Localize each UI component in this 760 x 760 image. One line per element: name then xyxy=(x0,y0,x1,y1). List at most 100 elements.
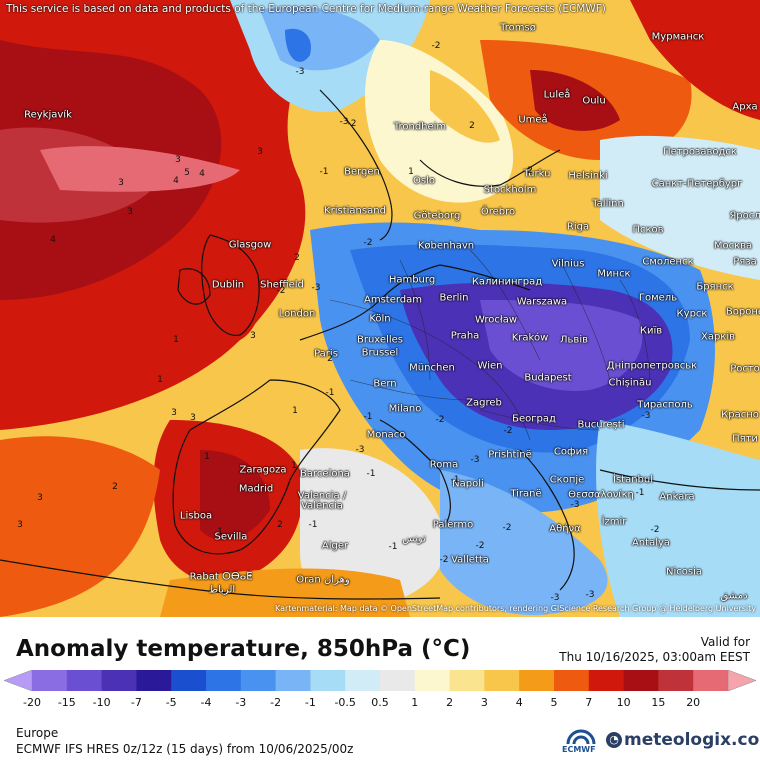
contour-value: 2 xyxy=(277,520,283,530)
city-label: Umeå xyxy=(518,115,547,126)
city-name: München xyxy=(409,362,455,374)
contour-value: 5 xyxy=(184,168,190,178)
city-label: Palermo xyxy=(433,520,473,531)
city-name: Reykjavík xyxy=(24,109,72,121)
temperature-anomaly-map[interactable]: This service is based on data and produc… xyxy=(0,0,760,617)
contour-value: -2 xyxy=(435,415,445,425)
legend-tick: -7 xyxy=(130,696,142,709)
city-label: Roma xyxy=(430,460,459,471)
chart-title: Anomaly temperature, 850hPa (°C) xyxy=(16,636,471,662)
city-name: Monaco xyxy=(366,429,406,441)
legend-swatch xyxy=(32,670,68,691)
city-name: Tromsø xyxy=(500,22,536,34)
contour-value: 3 xyxy=(127,207,133,217)
legend-swatch xyxy=(345,670,381,691)
legend-swatch xyxy=(171,670,207,691)
contour-value: 1 xyxy=(291,461,297,471)
city-label: București xyxy=(578,420,625,431)
contour-value: 3 xyxy=(250,331,256,341)
city-name: Курск xyxy=(676,308,708,320)
legend-swatch xyxy=(275,670,311,691)
ecmwf-disclaimer: This service is based on data and produc… xyxy=(6,3,606,15)
city-name: Dublin xyxy=(211,279,245,291)
city-label: Пяти xyxy=(732,434,758,445)
city-label: València xyxy=(301,501,343,512)
city-name: Ряза xyxy=(733,256,757,268)
meteologix-brand[interactable]: ◔meteologix.com xyxy=(606,730,760,750)
city-name: Львів xyxy=(560,334,588,346)
contour-value: -3 xyxy=(641,411,651,421)
legend-swatch xyxy=(66,670,103,691)
contour-value: -3 xyxy=(295,67,305,77)
legend-tick: -0.5 xyxy=(334,696,356,709)
city-name: Hamburg xyxy=(388,274,436,286)
legend-swatch xyxy=(727,670,756,691)
city-name: Riga xyxy=(566,221,590,233)
contour-value: 1 xyxy=(408,167,414,177)
city-label: Turku xyxy=(524,169,551,180)
model-run-label: ECMWF IFS HRES 0z/12z (15 days) from 10/… xyxy=(16,742,354,756)
city-label: Смоленск xyxy=(642,257,693,268)
city-label: Tiranë xyxy=(510,489,541,500)
city-name: Калининград xyxy=(471,276,543,288)
city-label: Вороне xyxy=(726,307,760,318)
city-name: Berlin xyxy=(439,292,469,304)
city-label: Tromsø xyxy=(500,23,536,34)
city-label: Ankara xyxy=(659,492,694,503)
city-name: Петрозаводск xyxy=(663,146,737,158)
city-label: Zaragoza xyxy=(239,465,286,476)
city-label: Köln xyxy=(369,314,390,325)
map-canvas xyxy=(0,0,760,617)
legend-tick: 1 xyxy=(411,696,419,709)
legend-tick: 15 xyxy=(651,696,666,709)
contour-value: 2 xyxy=(294,253,300,263)
city-label: Reykjavík xyxy=(24,110,72,121)
city-label: Дніпропетровськ xyxy=(607,361,697,372)
city-name: Яросл xyxy=(729,210,760,222)
city-label: Kraków xyxy=(512,333,549,344)
city-name: Warszawa xyxy=(516,296,568,308)
legend-tick: 2 xyxy=(446,696,454,709)
city-label: Budapest xyxy=(524,373,571,384)
city-name: Дніпропетровськ xyxy=(606,360,698,372)
city-label: Гомель xyxy=(639,293,677,304)
city-name: Kraków xyxy=(511,332,549,344)
city-name: Turku xyxy=(523,168,551,180)
contour-value: -2 xyxy=(650,525,660,535)
legend-tick: 4 xyxy=(515,696,523,709)
city-label: Sevilla xyxy=(215,532,248,543)
city-name: Oslo xyxy=(413,175,435,187)
contour-value: 1 xyxy=(292,406,298,416)
city-label: Paris xyxy=(314,349,338,360)
ecmwf-logo-label: ECMWF xyxy=(562,745,596,754)
legend-tick: -10 xyxy=(92,696,111,709)
city-label: Санкт-Петербург xyxy=(652,179,743,190)
city-label: Berlin xyxy=(439,293,468,304)
city-name: Тирасполь xyxy=(637,399,693,411)
city-label: Alger xyxy=(322,541,348,552)
contour-value: 3 xyxy=(171,408,177,418)
city-label: Калининград xyxy=(472,277,542,288)
city-label: Bergen xyxy=(344,167,380,178)
contour-value: 3 xyxy=(118,178,124,188)
legend-swatch xyxy=(519,670,555,691)
contour-value: -3 xyxy=(339,117,349,127)
city-name: Milano xyxy=(388,403,422,415)
contour-value: 4 xyxy=(50,235,56,245)
city-label: Chișinău xyxy=(609,378,652,389)
legend-swatch xyxy=(484,670,520,691)
city-name: Madrid xyxy=(238,483,274,495)
city-label: Lisboa xyxy=(180,511,212,522)
city-name: Alger xyxy=(321,540,349,552)
contour-value: 3 xyxy=(257,147,263,157)
contour-value: -2 xyxy=(276,286,286,296)
city-name: دمشق xyxy=(720,590,748,602)
city-name: Antalya xyxy=(631,537,671,549)
contour-value: -2 xyxy=(439,555,449,565)
contour-value: -2 xyxy=(431,41,441,51)
city-name: Roma xyxy=(429,459,459,471)
contour-value: -2 xyxy=(475,541,485,551)
contour-value: -1 xyxy=(635,488,645,498)
city-name: Ankara xyxy=(659,491,695,503)
contour-value: 4 xyxy=(199,169,205,179)
